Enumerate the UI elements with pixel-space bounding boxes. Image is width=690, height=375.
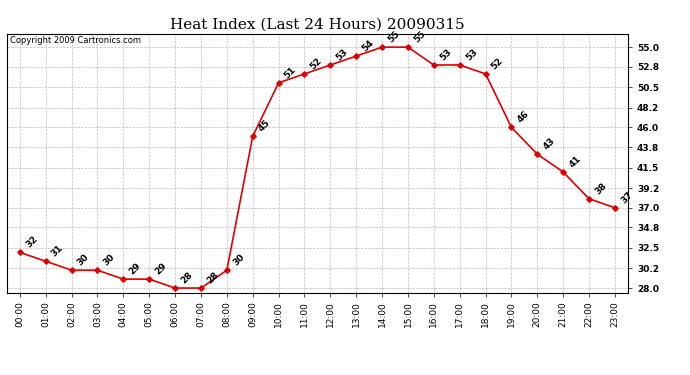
Text: 53: 53 bbox=[464, 47, 479, 62]
Text: 55: 55 bbox=[412, 29, 427, 44]
Text: Copyright 2009 Cartronics.com: Copyright 2009 Cartronics.com bbox=[10, 36, 141, 45]
Text: 31: 31 bbox=[50, 243, 65, 258]
Text: 54: 54 bbox=[360, 38, 375, 53]
Text: 29: 29 bbox=[153, 261, 168, 276]
Text: 53: 53 bbox=[438, 47, 453, 62]
Text: 53: 53 bbox=[335, 47, 350, 62]
Text: 37: 37 bbox=[619, 190, 634, 205]
Text: 30: 30 bbox=[76, 252, 91, 267]
Text: 52: 52 bbox=[308, 56, 324, 71]
Text: 45: 45 bbox=[257, 118, 272, 134]
Text: 43: 43 bbox=[542, 136, 557, 152]
Text: 55: 55 bbox=[386, 29, 402, 44]
Text: 32: 32 bbox=[24, 234, 39, 250]
Text: 52: 52 bbox=[490, 56, 505, 71]
Text: 46: 46 bbox=[515, 110, 531, 125]
Text: 29: 29 bbox=[128, 261, 143, 276]
Text: 41: 41 bbox=[567, 154, 582, 169]
Text: 30: 30 bbox=[101, 252, 117, 267]
Text: 38: 38 bbox=[593, 181, 609, 196]
Text: 28: 28 bbox=[179, 270, 195, 285]
Text: 30: 30 bbox=[231, 252, 246, 267]
Title: Heat Index (Last 24 Hours) 20090315: Heat Index (Last 24 Hours) 20090315 bbox=[170, 17, 464, 31]
Text: 28: 28 bbox=[205, 270, 220, 285]
Text: 51: 51 bbox=[283, 65, 298, 80]
